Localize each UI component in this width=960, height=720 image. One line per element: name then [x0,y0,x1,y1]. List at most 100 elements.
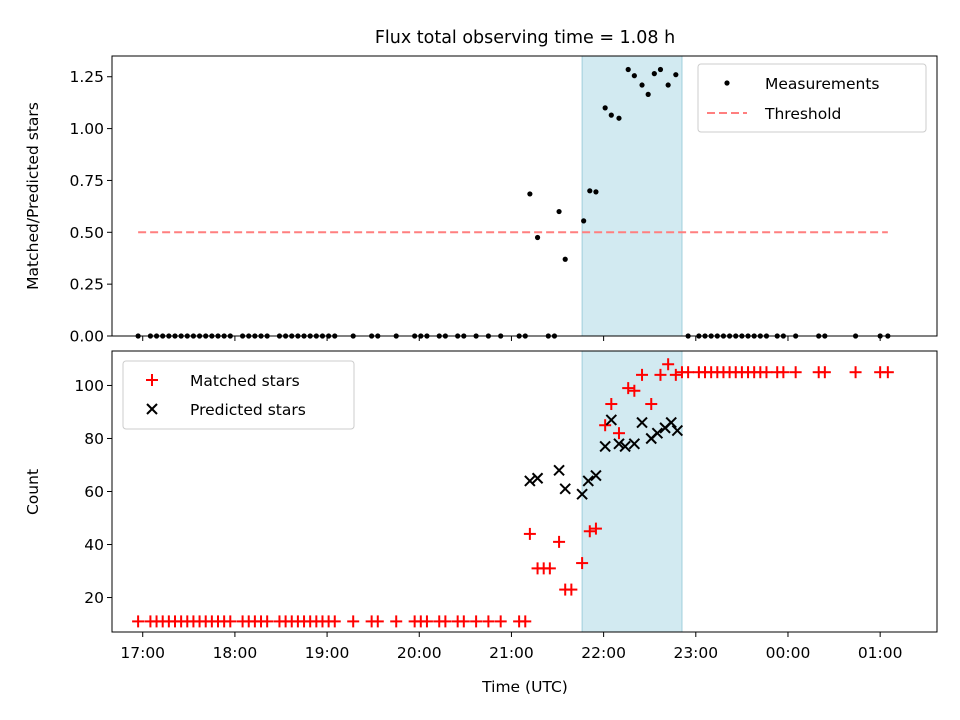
matched-stars-point [439,615,452,628]
predicted-stars-point [590,469,602,482]
y-tick-label: 0.75 [69,172,104,190]
matched-stars-point [622,382,635,395]
predicted-stars-point [613,438,625,450]
measurement-point [645,91,651,97]
bottom-legend-box [122,360,355,430]
matched-stars-point [457,615,470,628]
matched-stars-point [760,366,773,379]
x-tick-label: 20:00 [397,644,442,662]
bottom-x-axis-ticks: 17:00 18:00 19:00 20:00 21:00 22:00 23:00 00:00… [120,632,902,662]
measurement-point [581,218,587,224]
x-axis-label: Time (UTC) [481,678,568,696]
matched-stars-point [654,368,667,381]
x-tick-label: 01:00 [858,644,903,662]
x-tick-label: 00:00 [766,644,811,662]
matched-stars-point [849,366,862,379]
matched-stars-point [565,583,578,596]
chart-title: Flux total observing time = 1.08 h [375,28,675,48]
matched-stars-point [662,358,675,371]
matched-stars-point [328,615,341,628]
measurement-point [587,188,593,194]
predicted-stars-point [671,424,684,437]
matched-stars-point [347,615,360,628]
matched-stars-point [470,615,483,628]
legend-dot-marker [724,80,730,86]
measurement-point [673,72,679,78]
y-tick-label: 80 [84,430,104,448]
x-tick-label: 22:00 [581,644,626,662]
matched-stars-point [132,615,145,628]
top-y-axis-label: Matched/Predicted stars [24,102,42,290]
predicted-stars-point [605,414,618,426]
top-legend-box [697,63,927,133]
top-legend: Measurements Threshold [697,63,927,133]
matched-stars-point [605,398,618,411]
measurement-point [602,105,608,111]
measurement-point [556,208,562,215]
matched-stars-point [371,615,384,628]
legend-label-matched-stars: Matched stars [190,372,300,390]
predicted-stars-point [665,416,677,429]
predicted-stars-point [582,475,594,487]
x-tick-label: 21:00 [489,644,534,662]
predicted-stars-point [651,427,664,439]
measurement-point [534,234,541,241]
predicted-stars-point [619,440,631,453]
matched-stars-point [612,427,625,440]
x-tick-label: 17:00 [120,644,165,662]
x-tick-label: 19:00 [305,644,350,662]
predicted-stars-point [636,416,648,429]
predicted-stars-point [531,472,544,484]
y-tick-label: 0.00 [69,328,104,346]
matched-stars-point [494,615,507,628]
bottom-panel: 20 40 60 80 100 17:00 18:00 19:00 20:00 21:00 22:… [24,350,938,696]
predicted-stars-point [524,475,536,487]
matched-stars-point [553,535,566,548]
predicted-stars-point [576,488,588,500]
bottom-plot-frame [111,350,938,633]
matched-stars-point [789,366,802,379]
legend-label-threshold: Threshold [764,105,841,123]
y-tick-label: 0.50 [69,224,104,242]
top-panel: Flux total observing time = 1.08 h 0.00 0… [24,28,938,346]
measurement-point [631,73,637,79]
y-tick-label: 100 [74,377,104,395]
bottom-y-axis-ticks: 20 40 60 80 100 [74,377,112,607]
measurement-point [639,82,645,88]
matched-stars-point [583,525,596,538]
matched-stars-series [132,358,894,628]
matched-stars-point [777,366,790,379]
bottom-y-axis-label: Count [24,469,42,515]
matched-stars-point [645,398,658,411]
measurement-point [608,112,614,118]
matched-stars-point [224,615,237,628]
measurement-point [562,256,568,262]
x-tick-label: 23:00 [673,644,718,662]
highlight-band [581,55,683,337]
matched-stars-point [576,557,589,570]
legend-plus-marker [146,374,158,386]
predicted-stars-point [559,483,571,495]
x-tick-label: 18:00 [213,644,258,662]
y-tick-label: 1.25 [69,68,104,86]
measurement-point [625,66,631,73]
measurement-point [651,71,657,77]
y-tick-label: 60 [84,483,104,501]
matched-stars-point [390,615,403,628]
matched-stars-point [669,368,682,381]
predicted-stars-point [628,438,641,450]
legend-x-marker [146,403,158,415]
measurement-point [616,115,622,121]
matched-stars-point [261,615,274,628]
matched-stars-point [881,366,894,379]
y-tick-label: 1.00 [69,120,104,138]
bottom-panel-background [581,350,683,633]
matched-stars-point [628,384,641,397]
matched-stars-point [599,419,612,432]
legend-label-predicted-stars: Predicted stars [190,401,306,419]
predicted-stars-point [553,464,565,476]
top-y-axis-ticks: 0.00 0.25 0.50 0.75 1.00 1.25 [69,68,112,346]
highlight-band [581,350,683,633]
measurement-point [665,82,671,88]
